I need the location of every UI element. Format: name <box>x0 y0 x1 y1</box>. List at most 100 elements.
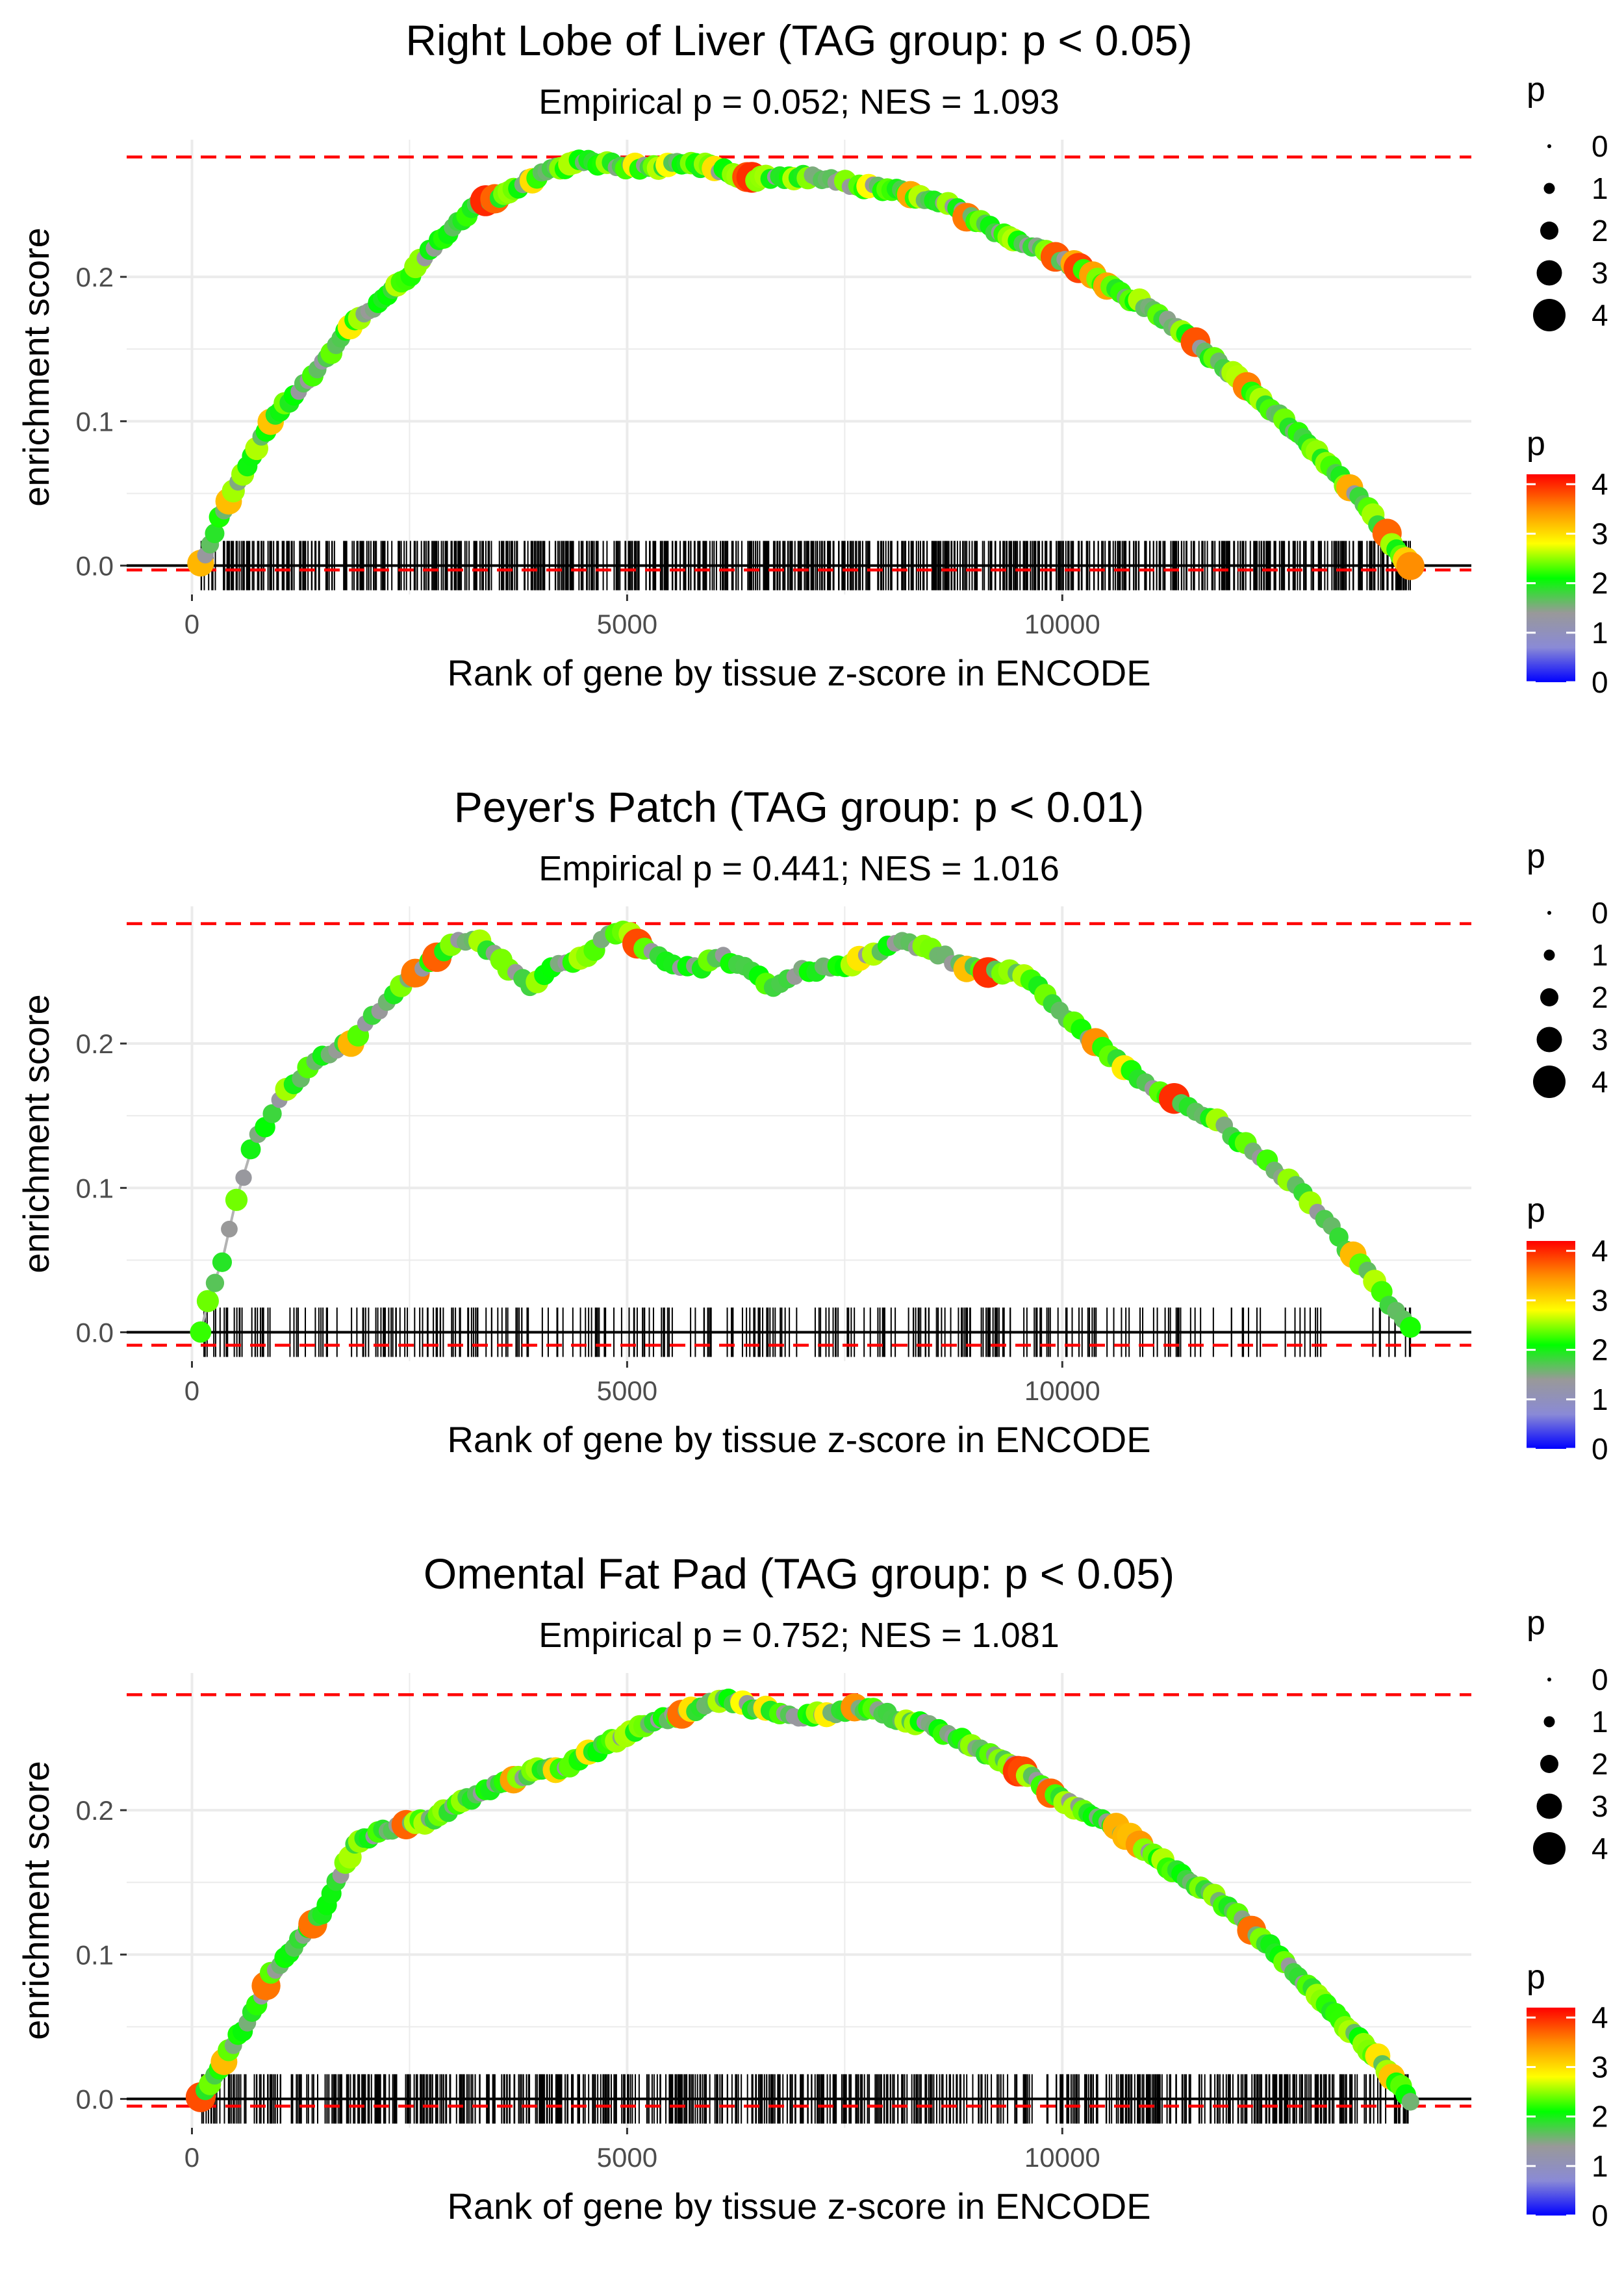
y-tick-label: 0.0 <box>76 551 114 581</box>
chart-panel-1: Right Lobe of Liver (TAG group: p < 0.05… <box>16 16 1608 699</box>
size-legend-label: 3 <box>1592 1023 1608 1056</box>
color-legend-label: 2 <box>1592 1333 1608 1367</box>
size-legend-label: 2 <box>1592 1747 1608 1781</box>
y-tick-label: 0.1 <box>76 1173 114 1203</box>
size-legend-key <box>1533 1066 1566 1098</box>
x-axis-title: Rank of gene by tissue z-score in ENCODE <box>447 1419 1150 1460</box>
size-legend-key <box>1543 1716 1555 1728</box>
color-legend-label: 1 <box>1592 2149 1608 2183</box>
enrichment-point <box>205 1273 225 1292</box>
x-axis-title: Rank of gene by tissue z-score in ENCODE <box>447 652 1150 693</box>
color-legend-title: p <box>1527 1192 1545 1229</box>
size-legend-label: 0 <box>1592 129 1608 163</box>
size-legend-label: 0 <box>1592 896 1608 930</box>
size-legend-title: p <box>1527 71 1545 109</box>
x-tick-label: 0 <box>184 2142 199 2173</box>
size-legend-key <box>1547 1678 1551 1681</box>
enrichment-point <box>212 1252 233 1272</box>
x-tick-label: 0 <box>184 609 199 639</box>
enrichment-points <box>185 1689 1419 2112</box>
size-legend-label: 4 <box>1592 1065 1608 1099</box>
size-legend-label: 2 <box>1592 214 1608 248</box>
enrichment-point <box>262 1104 282 1123</box>
color-legend-label: 4 <box>1592 1234 1608 1268</box>
x-tick-label: 5000 <box>597 1375 657 1406</box>
x-tick-label: 5000 <box>597 609 657 639</box>
chart-subtitle: Empirical p = 0.752; NES = 1.081 <box>539 1616 1059 1655</box>
enrichment-point <box>225 1188 248 1211</box>
color-legend-label: 3 <box>1592 2050 1608 2084</box>
color-legend-title: p <box>1527 1958 1545 1996</box>
x-tick-label: 10000 <box>1024 609 1100 639</box>
color-legend-label: 2 <box>1592 567 1608 600</box>
color-legend-label: 4 <box>1592 2000 1608 2034</box>
size-legend-label: 4 <box>1592 1832 1608 1865</box>
color-legend-label: 1 <box>1592 616 1608 650</box>
chart-subtitle: Empirical p = 0.052; NES = 1.093 <box>539 83 1059 121</box>
enrichment-point <box>1396 552 1425 580</box>
size-legend-key <box>1543 183 1555 194</box>
chart-title: Peyer's Patch (TAG group: p < 0.01) <box>454 783 1144 831</box>
size-legend-label: 3 <box>1592 1789 1608 1823</box>
size-legend-key <box>1536 260 1562 286</box>
color-legend-label: 3 <box>1592 517 1608 550</box>
enrichment-point <box>205 523 225 543</box>
color-legend-label: 1 <box>1592 1383 1608 1416</box>
x-tick-label: 10000 <box>1024 1375 1100 1406</box>
size-legend-key <box>1540 1755 1558 1773</box>
x-tick-label: 5000 <box>597 2142 657 2173</box>
enrichment-point <box>1401 2093 1419 2111</box>
size-legend-label: 1 <box>1592 1705 1608 1739</box>
size-legend-label: 1 <box>1592 172 1608 205</box>
size-legend-key <box>1547 911 1551 915</box>
y-axis-title: enrichment score <box>16 1761 57 2040</box>
size-legend-label: 0 <box>1592 1663 1608 1696</box>
enrichment-points <box>190 920 1421 1343</box>
chart-panel-2: Peyer's Patch (TAG group: p < 0.01) Empir… <box>16 783 1608 1466</box>
chart-panel-3: Omental Fat Pad (TAG group: p < 0.05) Emp… <box>16 1550 1608 2232</box>
size-legend-key <box>1543 949 1555 961</box>
size-legend-label: 4 <box>1592 298 1608 332</box>
color-legend-bar <box>1527 1241 1575 1449</box>
y-tick-label: 0.0 <box>76 1318 114 1348</box>
size-legend-key <box>1533 1832 1566 1865</box>
size-legend-key <box>1540 222 1558 240</box>
color-legend-label: 0 <box>1592 2199 1608 2232</box>
y-tick-label: 0.1 <box>76 1939 114 1970</box>
size-legend-key <box>1536 1793 1562 1819</box>
y-tick-label: 0.1 <box>76 406 114 437</box>
size-legend-key <box>1540 988 1558 1006</box>
color-legend-bar <box>1527 474 1575 682</box>
y-tick-label: 0.2 <box>76 1795 114 1826</box>
size-legend-title: p <box>1527 1604 1545 1642</box>
enrichment-point <box>235 1169 252 1186</box>
size-legend-label: 3 <box>1592 256 1608 290</box>
enrichment-point <box>196 1290 219 1312</box>
size-legend-label: 2 <box>1592 980 1608 1014</box>
x-axis-title: Rank of gene by tissue z-score in ENCODE <box>447 2186 1150 2227</box>
y-tick-label: 0.0 <box>76 2084 114 2115</box>
chart-title: Right Lobe of Liver (TAG group: p < 0.05… <box>405 16 1192 64</box>
size-legend-key <box>1536 1027 1562 1053</box>
color-legend-bar <box>1527 2008 1575 2216</box>
size-legend-key <box>1533 299 1566 331</box>
enrichment-point <box>1400 1316 1421 1338</box>
size-legend-title: p <box>1527 837 1545 875</box>
size-legend-key <box>1547 144 1551 148</box>
color-legend-label: 0 <box>1592 1432 1608 1466</box>
enrichment-point <box>221 1220 238 1238</box>
color-legend-label: 2 <box>1592 2100 1608 2134</box>
chart-title: Omental Fat Pad (TAG group: p < 0.05) <box>424 1550 1174 1598</box>
enrichment-point <box>240 1139 261 1160</box>
x-tick-label: 10000 <box>1024 2142 1100 2173</box>
chart-subtitle: Empirical p = 0.441; NES = 1.016 <box>539 849 1059 888</box>
color-legend-label: 4 <box>1592 467 1608 501</box>
enrichment-point <box>190 1321 212 1343</box>
y-tick-label: 0.2 <box>76 262 114 292</box>
enrichment-points <box>187 149 1425 580</box>
color-legend-label: 3 <box>1592 1283 1608 1317</box>
y-axis-title: enrichment score <box>16 227 57 507</box>
color-legend-title: p <box>1527 425 1545 463</box>
color-legend-label: 0 <box>1592 665 1608 699</box>
